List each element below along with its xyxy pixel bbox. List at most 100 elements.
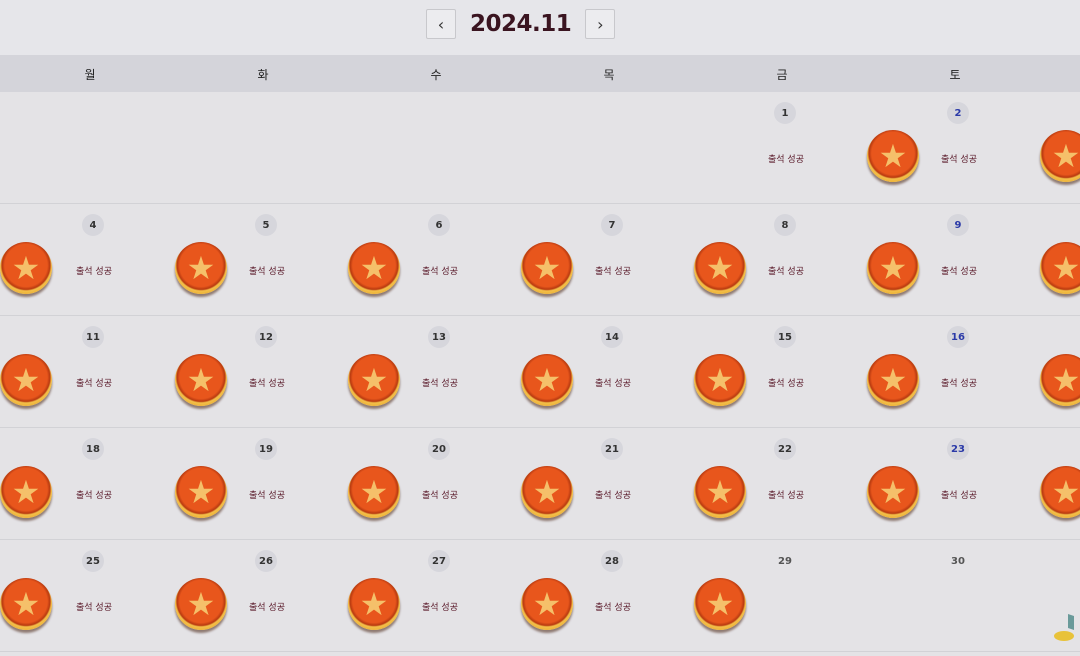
day-cell[interactable]: 5 출석 성공 ★ bbox=[176, 204, 400, 315]
day-cell[interactable]: 12 출석 성공 ★ bbox=[176, 316, 400, 427]
day-cell[interactable]: 14 출석 성공 ★ bbox=[522, 316, 746, 427]
weekday-label: 목 bbox=[603, 68, 615, 82]
day-cell[interactable]: 28 출석 성공 ★ bbox=[522, 540, 746, 651]
day-cell[interactable]: 27 출석 성공 ★ bbox=[349, 540, 573, 651]
attendance-status: 출석 성공 bbox=[595, 603, 631, 613]
day-number: 12 bbox=[255, 326, 277, 348]
attendance-status: 출석 성공 bbox=[768, 267, 804, 277]
day-number: 18 bbox=[82, 438, 104, 460]
day-cell[interactable]: 13 출석 성공 ★ bbox=[349, 316, 573, 427]
day-cell[interactable]: 29 bbox=[695, 540, 868, 651]
attendance-status: 출석 성공 bbox=[76, 379, 112, 389]
attendance-status: 출석 성공 bbox=[595, 491, 631, 501]
star-coin-icon: ★ bbox=[1040, 354, 1080, 406]
calendar-week: ★ 4 출석 성공 ★ 5 출석 성공 ★ 6 출석 성공 ★ 7 출석 성공 ★ 8 출석 성공 ★ 9 출석 … bbox=[0, 204, 1080, 316]
day-cell bbox=[349, 92, 522, 203]
weekday-label: 토 bbox=[949, 68, 961, 82]
calendar-grid: 1 출석 성공 ★ 2 출석 성공 ★ ★ 4 출석 성공 ★ 5 출석 성공 ★ 6 출석 성공 ★ 7 출석 … bbox=[0, 92, 1080, 652]
current-month: 2024.11 bbox=[470, 11, 572, 37]
calendar-week: 1 출석 성공 ★ 2 출석 성공 ★ bbox=[0, 92, 1080, 204]
star-coin-icon: ★ bbox=[867, 130, 919, 182]
attendance-status: 출석 성공 bbox=[249, 267, 285, 277]
day-cell[interactable]: 20 출석 성공 ★ bbox=[349, 428, 573, 539]
weekday-label: 월 bbox=[84, 68, 96, 82]
month-navigation: ‹ 2024.11 › bbox=[426, 9, 616, 39]
attendance-status: 출석 성공 bbox=[76, 267, 112, 277]
attendance-status: 출석 성공 bbox=[768, 491, 804, 501]
day-cell bbox=[176, 92, 349, 203]
day-number: 6 bbox=[428, 214, 450, 236]
attendance-status: 출석 성공 bbox=[595, 379, 631, 389]
day-number: 5 bbox=[255, 214, 277, 236]
day-cell[interactable]: 9 출석 성공 ★ bbox=[868, 204, 1080, 315]
day-number: 4 bbox=[82, 214, 104, 236]
day-cell[interactable]: 8 출석 성공 ★ bbox=[695, 204, 919, 315]
day-cell[interactable]: 11 출석 성공 ★ bbox=[3, 316, 227, 427]
day-number: 16 bbox=[947, 326, 969, 348]
logo-icon bbox=[1054, 614, 1074, 641]
star-coin-icon: ★ bbox=[694, 242, 746, 294]
next-month-button[interactable]: › bbox=[585, 9, 616, 39]
calendar-week: ★ 25 출석 성공 ★ 26 출석 성공 ★ 27 출석 성공 ★ 28 출석 성공 ★ 29 30 bbox=[0, 540, 1080, 652]
day-number: 11 bbox=[82, 326, 104, 348]
attendance-status: 출석 성공 bbox=[249, 379, 285, 389]
day-number: 30 bbox=[951, 555, 965, 567]
day-number: 23 bbox=[947, 438, 969, 460]
star-coin-icon: ★ bbox=[521, 242, 573, 294]
day-cell[interactable]: 1 출석 성공 ★ bbox=[695, 92, 919, 203]
star-coin-icon: ★ bbox=[867, 354, 919, 406]
day-cell[interactable]: 25 출석 성공 ★ bbox=[3, 540, 227, 651]
attendance-status: 출석 성공 bbox=[941, 155, 977, 165]
star-coin-icon: ★ bbox=[175, 242, 227, 294]
star-coin-icon: ★ bbox=[348, 354, 400, 406]
day-number: 29 bbox=[778, 555, 792, 567]
day-cell[interactable]: 6 출석 성공 ★ bbox=[349, 204, 573, 315]
day-cell[interactable]: 7 출석 성공 ★ bbox=[522, 204, 746, 315]
star-coin-icon: ★ bbox=[0, 578, 52, 630]
star-coin-icon: ★ bbox=[175, 466, 227, 518]
day-cell[interactable]: 19 출석 성공 ★ bbox=[176, 428, 400, 539]
attendance-status: 출석 성공 bbox=[422, 379, 458, 389]
star-coin-icon: ★ bbox=[0, 354, 52, 406]
day-cell[interactable]: 4 출석 성공 ★ bbox=[3, 204, 227, 315]
star-coin-icon: ★ bbox=[0, 466, 52, 518]
day-cell[interactable]: 30 bbox=[868, 540, 1041, 651]
day-number: 7 bbox=[601, 214, 623, 236]
day-number: 21 bbox=[601, 438, 623, 460]
attendance-status: 출석 성공 bbox=[249, 603, 285, 613]
star-coin-icon: ★ bbox=[348, 242, 400, 294]
attendance-status: 출석 성공 bbox=[422, 491, 458, 501]
day-number: 19 bbox=[255, 438, 277, 460]
day-cell[interactable]: 23 출석 성공 ★ bbox=[868, 428, 1080, 539]
day-cell[interactable]: 18 출석 성공 ★ bbox=[3, 428, 227, 539]
prev-month-button[interactable]: ‹ bbox=[426, 9, 456, 39]
day-cell[interactable]: 26 출석 성공 ★ bbox=[176, 540, 400, 651]
day-cell bbox=[522, 92, 695, 203]
star-coin-icon: ★ bbox=[521, 466, 573, 518]
calendar-week: ★ 11 출석 성공 ★ 12 출석 성공 ★ 13 출석 성공 ★ 14 출석 성공 ★ 15 출석 성공… bbox=[0, 316, 1080, 428]
day-number: 26 bbox=[255, 550, 277, 572]
day-number: 14 bbox=[601, 326, 623, 348]
day-number: 9 bbox=[947, 214, 969, 236]
day-number: 1 bbox=[774, 102, 796, 124]
weekday-label: 화 bbox=[257, 68, 269, 82]
day-cell[interactable]: 16 출석 성공 ★ bbox=[868, 316, 1080, 427]
star-coin-icon: ★ bbox=[175, 578, 227, 630]
day-cell[interactable]: 2 출석 성공 ★ bbox=[868, 92, 1080, 203]
attendance-status: 출석 성공 bbox=[941, 379, 977, 389]
weekday-label: 수 bbox=[430, 68, 442, 82]
calendar-week: ★ 18 출석 성공 ★ 19 출석 성공 ★ 20 출석 성공 ★ 21 출석 성공 ★ 22 출석 성공… bbox=[0, 428, 1080, 540]
day-cell[interactable]: 22 출석 성공 ★ bbox=[695, 428, 919, 539]
attendance-status: 출석 성공 bbox=[422, 267, 458, 277]
star-coin-icon: ★ bbox=[175, 354, 227, 406]
attendance-status: 출석 성공 bbox=[422, 603, 458, 613]
day-number: 8 bbox=[774, 214, 796, 236]
day-cell[interactable]: 15 출석 성공 ★ bbox=[695, 316, 919, 427]
day-number: 20 bbox=[428, 438, 450, 460]
star-coin-icon: ★ bbox=[694, 466, 746, 518]
calendar-toolbar: ‹ 2024.11 › bbox=[0, 0, 1080, 55]
day-number: 22 bbox=[774, 438, 796, 460]
star-coin-icon: ★ bbox=[694, 578, 746, 630]
day-cell[interactable]: 21 출석 성공 ★ bbox=[522, 428, 746, 539]
